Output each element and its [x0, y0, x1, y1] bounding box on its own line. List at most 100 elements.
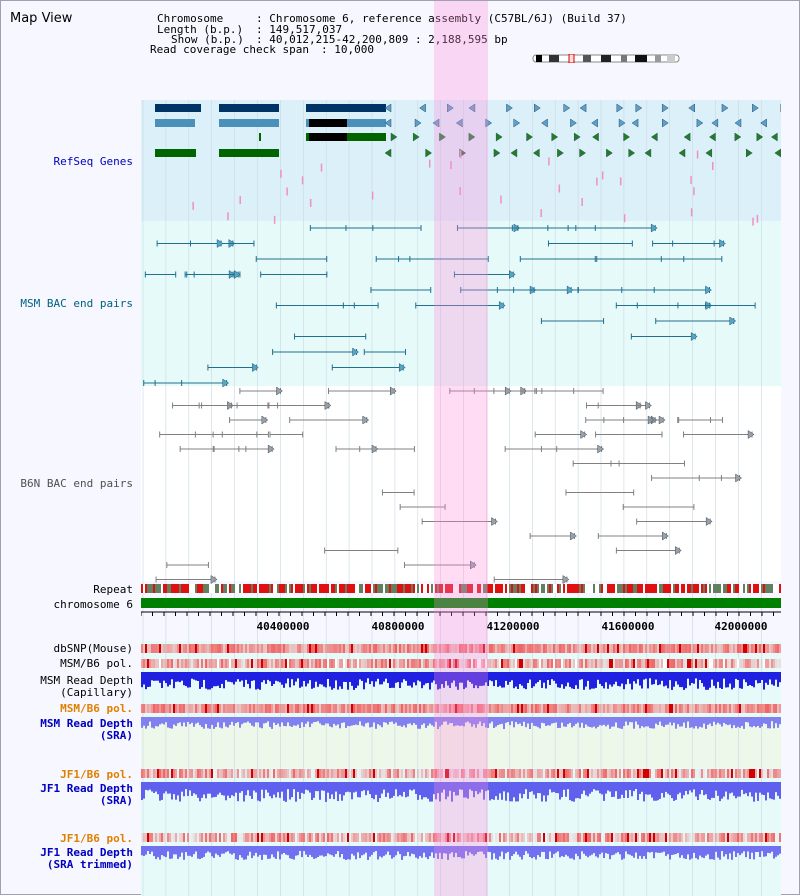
repeat-segment	[317, 584, 319, 593]
heat-cell	[661, 644, 663, 653]
heat-cell	[753, 644, 755, 653]
heat-cell	[541, 644, 543, 653]
heat-cell	[403, 644, 405, 653]
msm-b6-pol2-label[interactable]: MSM/B6 pol.	[60, 702, 133, 715]
jf1-pol-label[interactable]: JF1/B6 pol.	[60, 768, 133, 781]
heat-cell	[643, 659, 645, 668]
depth-bar	[555, 782, 557, 793]
depth-bar	[617, 672, 619, 686]
repeat-segment	[213, 584, 215, 593]
heat-cell	[435, 769, 437, 778]
heat-cell	[663, 769, 665, 778]
heat-cell	[685, 644, 687, 653]
heat-cell	[599, 769, 601, 778]
heat-cell	[301, 833, 303, 842]
heat-cell	[471, 833, 473, 842]
heat-cell	[651, 833, 653, 842]
depth-bar	[651, 782, 653, 798]
depth-bar	[517, 782, 519, 801]
repeat-segment	[245, 584, 247, 593]
depth-bar	[155, 717, 157, 726]
depth-bar	[577, 846, 579, 856]
heat-cell	[447, 644, 449, 653]
dbsnp-track-label[interactable]: dbSNP(Mouse)	[54, 642, 133, 655]
repeat-segment	[577, 584, 579, 593]
depth-bar	[505, 717, 507, 723]
depth-bar	[293, 782, 295, 789]
depth-bar	[629, 846, 631, 855]
depth-bar	[411, 672, 413, 688]
depth-bar	[579, 846, 581, 859]
depth-bar	[169, 672, 171, 685]
heat-cell	[255, 644, 257, 653]
repeat-segment	[439, 584, 441, 593]
repeat-segment	[161, 584, 163, 593]
variation-tracks[interactable]	[141, 641, 781, 896]
repeat-track-label[interactable]: Repeat	[93, 583, 133, 596]
depth-bar	[623, 717, 625, 726]
depth-bar	[397, 672, 399, 682]
depth-bar	[349, 672, 351, 682]
depth-bar	[635, 717, 637, 722]
heat-cell	[749, 769, 751, 778]
msm-b6-pol-label[interactable]: MSM/B6 pol.	[60, 657, 133, 670]
depth-bar	[539, 672, 541, 680]
heat-cell	[325, 704, 327, 713]
depth-bar	[231, 846, 233, 855]
repeat-segment	[397, 584, 399, 593]
feature-tracks[interactable]	[141, 100, 781, 600]
heat-cell	[483, 769, 485, 778]
heat-cell	[425, 644, 427, 653]
depth-bar	[639, 672, 641, 686]
heat-cell	[613, 833, 615, 842]
heat-cell	[725, 659, 727, 668]
heat-cell	[735, 659, 737, 668]
repeat-segment	[345, 584, 347, 593]
heat-cell	[283, 644, 285, 653]
msm-bac-track-label[interactable]: MSM BAC end pairs	[20, 297, 133, 310]
b6n-bac-track-label[interactable]: B6N BAC end pairs	[20, 477, 133, 490]
depth-bar	[545, 782, 547, 802]
repeat-segment	[229, 584, 231, 593]
heat-cell	[427, 704, 429, 713]
depth-bar	[767, 717, 769, 728]
heat-cell	[563, 659, 565, 668]
chromosome-track-label[interactable]: chromosome 6	[54, 598, 133, 611]
repeat-segment	[413, 584, 415, 593]
depth-bar	[211, 672, 213, 688]
heat-cell	[377, 833, 379, 842]
heat-cell	[161, 769, 163, 778]
heat-cell	[719, 704, 721, 713]
heat-cell	[491, 659, 493, 668]
repeat-segment	[157, 584, 159, 593]
feature-arrow	[217, 240, 223, 248]
heat-cell	[603, 704, 605, 713]
heat-cell	[145, 769, 147, 778]
depth-bar	[289, 717, 291, 726]
depth-bar	[669, 672, 671, 680]
repeat-segment	[365, 584, 367, 593]
axis-tick-label: 41200000	[487, 620, 540, 633]
depth-bar	[191, 782, 193, 796]
depth-bar	[195, 717, 197, 724]
jf1-pol2-label[interactable]: JF1/B6 pol.	[60, 832, 133, 845]
refseq-track-label[interactable]: RefSeq Genes	[54, 155, 133, 168]
heat-cell	[285, 659, 287, 668]
heat-cell	[465, 833, 467, 842]
heat-cell	[725, 704, 727, 713]
heat-cell	[325, 833, 327, 842]
heat-cell	[621, 644, 623, 653]
depth-bar	[253, 782, 255, 791]
depth-bar	[291, 846, 293, 859]
depth-bar	[343, 846, 345, 859]
repeat-segment	[195, 584, 197, 593]
chromosome-ideogram[interactable]	[531, 54, 681, 63]
heat-cell	[593, 833, 595, 842]
depth-bar	[317, 782, 319, 791]
depth-bar	[279, 717, 281, 727]
depth-bar	[767, 782, 769, 793]
depth-bar	[407, 846, 409, 852]
heat-cell	[233, 659, 235, 668]
repeat-segment	[677, 584, 679, 593]
repeat-track[interactable]	[141, 583, 781, 611]
